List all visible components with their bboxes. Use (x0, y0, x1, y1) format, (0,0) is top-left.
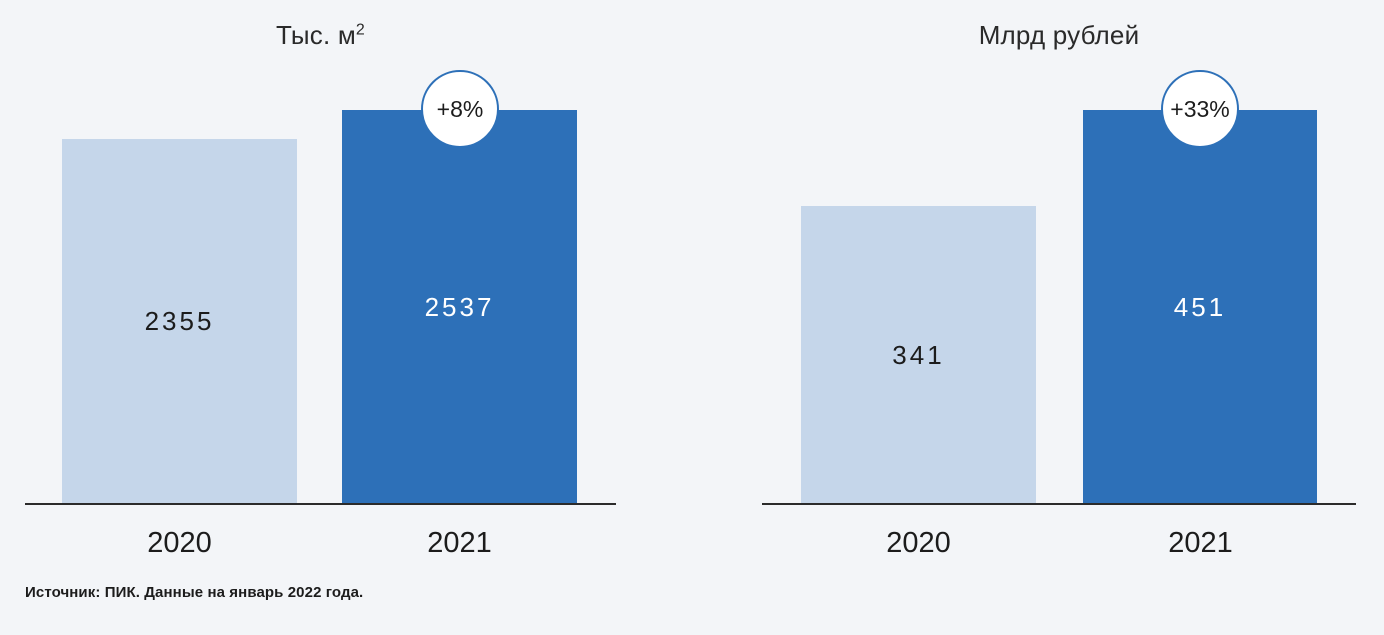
x-tick-label-2020: 2020 (886, 527, 951, 559)
bar-value-label: 341 (892, 339, 945, 370)
x-tick-label-2021: 2021 (1168, 527, 1233, 559)
x-tick-label-2021: 2021 (427, 527, 492, 559)
chart-title-text: Млрд рублей (978, 20, 1140, 50)
bar-2020-sqm: 2355 (62, 139, 297, 504)
bar-value-label: 2537 (424, 291, 495, 322)
bar-value-label: 2355 (144, 306, 215, 336)
x-axis-line (25, 503, 616, 505)
chart-title-rubles: Млрд рублей (762, 20, 1356, 51)
chart-title-superscript: 2 (355, 21, 366, 39)
chart-title-sqm: Тыс. м2 (25, 20, 616, 51)
bar-2021-rubles: 451 (1083, 110, 1317, 504)
change-badge-rubles: +33% (1161, 70, 1239, 148)
bar-value-label: 451 (1173, 291, 1227, 322)
x-tick-label-2020: 2020 (147, 527, 212, 559)
x-axis-line (762, 503, 1356, 505)
change-badge-label: +33% (1170, 95, 1230, 122)
change-badge-sqm: +8% (421, 70, 499, 148)
change-badge-label: +8% (436, 95, 484, 122)
source-note: Источник: ПИК. Данные на январь 2022 год… (25, 584, 364, 601)
chart-area-sqm: Тыс. м2 2355 2537 +8% 2020 2021 (25, 0, 616, 635)
chart-area-rubles: Млрд рублей 341 451 +33% 2020 2021 (762, 0, 1356, 635)
bar-2020-rubles: 341 (801, 206, 1036, 504)
chart-title-text: Тыс. м (275, 20, 356, 50)
bar-2021-sqm: 2537 (342, 110, 577, 504)
